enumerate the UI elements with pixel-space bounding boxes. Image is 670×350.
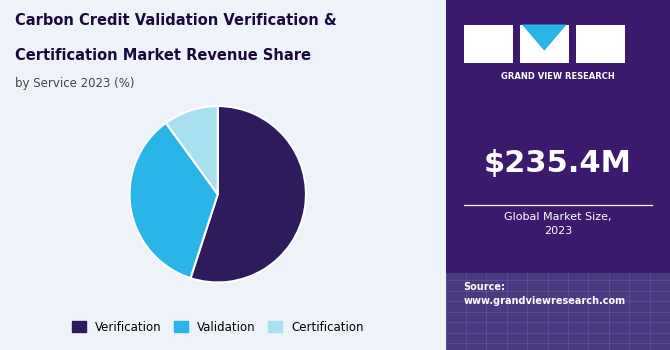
Polygon shape: [522, 25, 567, 51]
Wedge shape: [190, 106, 306, 282]
FancyBboxPatch shape: [464, 25, 513, 63]
Text: by Service 2023 (%): by Service 2023 (%): [15, 77, 135, 90]
Wedge shape: [166, 106, 218, 194]
Text: Certification Market Revenue Share: Certification Market Revenue Share: [15, 48, 311, 63]
FancyBboxPatch shape: [520, 25, 569, 63]
FancyBboxPatch shape: [446, 273, 670, 350]
Wedge shape: [129, 123, 218, 278]
Legend: Verification, Validation, Certification: Verification, Validation, Certification: [67, 316, 369, 338]
Text: GRAND VIEW RESEARCH: GRAND VIEW RESEARCH: [501, 72, 614, 81]
Text: Source:
www.grandviewresearch.com: Source: www.grandviewresearch.com: [464, 282, 626, 306]
Text: Global Market Size,
2023: Global Market Size, 2023: [504, 212, 612, 236]
Text: $235.4M: $235.4M: [484, 149, 632, 178]
FancyBboxPatch shape: [576, 25, 625, 63]
Text: Carbon Credit Validation Verification &: Carbon Credit Validation Verification &: [15, 14, 337, 28]
